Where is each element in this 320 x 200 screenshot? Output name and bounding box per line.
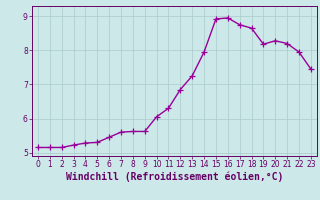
X-axis label: Windchill (Refroidissement éolien,°C): Windchill (Refroidissement éolien,°C)	[66, 172, 283, 182]
